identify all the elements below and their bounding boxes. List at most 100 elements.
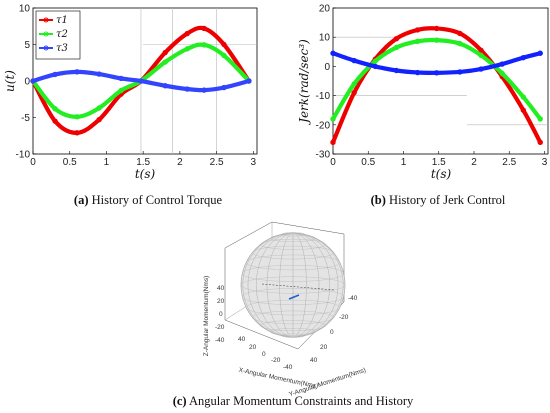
series-point — [537, 116, 543, 122]
legend-label-tau3: τ3 — [56, 43, 68, 54]
series-line-3 — [330, 51, 543, 75]
series-point — [118, 75, 124, 82]
x-tick-label: 2.5 — [502, 157, 516, 168]
y-tick-label: 10 — [319, 33, 331, 44]
x-tick-label: 0 — [330, 157, 336, 168]
y-tick-40: 40 — [310, 357, 318, 364]
x-tick-neg40: -40 — [283, 364, 293, 371]
series-point — [184, 46, 190, 52]
series-point — [478, 66, 484, 72]
panel-c-caption-text: Angular Momentum Constraints and History — [187, 394, 414, 408]
panel-c-momentum-history — [288, 294, 300, 300]
y-tick-label: -5 — [21, 113, 30, 124]
x-tick-20: 20 — [249, 344, 257, 351]
series-point — [393, 44, 400, 51]
series-point — [330, 139, 336, 146]
panel-a-y-axis-label: u(t) — [3, 70, 17, 92]
x-tick-neg20: -20 — [271, 357, 281, 364]
series-point — [201, 25, 207, 32]
x-tick-40: 40 — [238, 336, 246, 343]
panel-a-control-torque: 0 0.5 1 1.5 2 2.5 3 -10 -5 0 5 10 τ1 τ2 τ3 t(s) u(… — [3, 4, 258, 207]
series-point — [201, 87, 207, 93]
series-point — [433, 70, 440, 76]
series-point — [184, 86, 190, 92]
y-tick-label: -20 — [316, 120, 331, 131]
panel-a-x-axis-label: t(s) — [135, 167, 156, 181]
x-tick-label: 1.5 — [136, 157, 150, 168]
series-point — [351, 81, 357, 87]
panel-a-legend: τ1 τ2 τ3 — [35, 10, 81, 60]
panel-b-series — [330, 25, 543, 146]
x-tick-label: 0.5 — [63, 157, 77, 168]
panel-b-jerk-control: 0 0.5 1 1.5 2 2.5 3 -30 -20 -10 0 10 20 t(s) Jerk(r… — [297, 4, 549, 207]
series-point — [433, 25, 440, 32]
series-point — [433, 37, 440, 43]
panel-b-y-ticks: -30 -20 -10 0 10 20 — [316, 4, 336, 161]
series-point — [414, 27, 421, 33]
y-tick-label: 5 — [24, 40, 30, 51]
series-point — [393, 35, 400, 42]
series-point — [520, 54, 527, 61]
y-tick-label: -30 — [316, 150, 331, 161]
series-point — [162, 49, 168, 56]
z-tick-neg40: -40 — [215, 337, 225, 344]
box-bottom-front-edge — [224, 319, 299, 350]
panel-c-caption-tag: (c) — [173, 394, 187, 408]
series-point — [221, 52, 227, 59]
x-tick-label: 2 — [177, 157, 183, 168]
series-point — [330, 116, 336, 122]
series-point — [457, 30, 463, 37]
series-point — [184, 30, 190, 37]
y-tick-label: 0 — [24, 77, 30, 88]
series-point — [74, 130, 80, 136]
series-point — [499, 61, 505, 67]
panel-c-z-axis-label: Z-Angular Momentum(Nms) — [203, 276, 210, 357]
series-point — [330, 50, 336, 56]
panel-c-angular-momentum: 40 20 0 -20 -40 40 20 0 -20 -40 -40 -20 … — [173, 221, 414, 408]
series-point — [393, 67, 400, 74]
panel-a-caption-text: History of Control Torque — [88, 193, 222, 207]
sphere-meridian — [242, 232, 344, 338]
series-point — [221, 84, 227, 91]
legend-label-tau1: τ1 — [56, 15, 68, 26]
series-point — [30, 78, 36, 84]
series-point — [96, 71, 102, 77]
series-point — [478, 47, 484, 54]
legend-marker-tau3 — [43, 45, 49, 51]
x-tick-label: 3 — [251, 157, 257, 168]
series-point — [52, 71, 58, 78]
z-tick-0: 0 — [219, 311, 223, 318]
y-tick-neg40: -40 — [348, 295, 358, 302]
series-point — [457, 69, 463, 75]
series-point — [372, 58, 378, 64]
series-line-3 — [30, 69, 252, 93]
series-point — [118, 87, 124, 94]
x-tick-label: 1.5 — [432, 157, 446, 168]
series-point — [138, 78, 144, 84]
series-point — [372, 63, 378, 70]
panel-b-y-axis-label: Jerk(rad/sec³) — [297, 39, 311, 126]
series-point — [520, 94, 527, 100]
panel-a-caption: (a) History of Control Torque — [74, 193, 223, 207]
z-tick-neg20: -20 — [215, 324, 225, 331]
series-point — [162, 59, 168, 65]
legend-label-tau2: τ2 — [56, 29, 68, 40]
x-tick-label: 0 — [30, 157, 36, 168]
series-point — [537, 50, 543, 56]
panel-b-caption-tag: (b) — [371, 193, 386, 207]
series-point — [414, 38, 421, 44]
legend-marker-tau2 — [43, 31, 49, 37]
series-point — [52, 118, 58, 124]
y-tick-label: 10 — [19, 4, 31, 15]
panel-a-x-ticks: 0 0.5 1 1.5 2 2.5 3 — [30, 151, 257, 168]
series-point — [414, 69, 421, 76]
series-point — [537, 139, 543, 146]
z-tick-20: 20 — [217, 298, 225, 305]
panel-c-constraint-sphere — [240, 232, 346, 338]
x-tick-label: 1 — [104, 157, 110, 168]
x-tick-label: 0.5 — [361, 157, 375, 168]
series-point — [351, 57, 357, 64]
series-point — [246, 78, 252, 84]
series-point — [499, 70, 505, 77]
